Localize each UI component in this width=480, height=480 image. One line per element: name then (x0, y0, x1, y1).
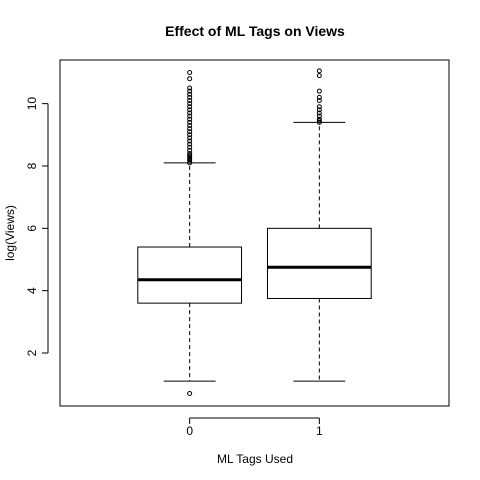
box-group-0 (137, 69, 243, 397)
outlier-point (187, 141, 193, 147)
outlier-point (316, 88, 322, 94)
outlier-point (187, 157, 193, 163)
iqr-box (266, 227, 372, 299)
outlier-point (316, 98, 322, 104)
outlier-point (187, 144, 193, 150)
outlier-point (316, 118, 322, 124)
outlier-point (187, 85, 193, 91)
outlier-point (187, 138, 193, 144)
outlier-point (316, 113, 322, 119)
outlier-point (187, 154, 193, 160)
outlier-point (187, 135, 193, 141)
outlier-point (187, 391, 193, 397)
outlier-point (316, 73, 322, 79)
outlier-point (187, 132, 193, 138)
outlier-point (187, 158, 193, 164)
outlier-point (316, 116, 322, 122)
outlier-point (187, 101, 193, 107)
y-tick-label: 6 (25, 225, 39, 232)
iqr-box (137, 246, 243, 304)
outlier-point (187, 110, 193, 116)
outlier-point (187, 104, 193, 110)
outlier-point (187, 155, 193, 161)
outlier-point (187, 126, 193, 132)
y-tick-label: 8 (25, 162, 39, 169)
outlier-point (187, 152, 193, 158)
plot-frame (59, 59, 450, 407)
outlier-point (316, 68, 322, 74)
y-tick-label: 4 (25, 287, 39, 294)
outlier-point (187, 160, 193, 166)
outlier-point (187, 122, 193, 128)
outlier-point (316, 104, 322, 110)
outlier-point (316, 107, 322, 113)
y-tick-label: 10 (25, 97, 39, 111)
outlier-point (187, 113, 193, 119)
y-axis: 2 4 6 8 10 (25, 97, 49, 356)
x-axis-label: ML Tags Used (217, 452, 293, 466)
outlier-point (187, 94, 193, 100)
outlier-point (187, 107, 193, 113)
outlier-point (187, 69, 193, 75)
y-axis-label: log(Views) (3, 205, 17, 261)
chart-title: Effect of ML Tags on Views (165, 23, 345, 39)
outlier-point (187, 91, 193, 97)
outlier-point (187, 98, 193, 104)
outlier-point (187, 76, 193, 82)
outlier-point (187, 119, 193, 125)
outlier-point (187, 116, 193, 122)
x-tick-label: 1 (316, 424, 323, 438)
outlier-point (316, 110, 322, 116)
outlier-point (187, 88, 193, 94)
outlier-point (187, 151, 193, 157)
outlier-point (316, 119, 322, 125)
y-tick-label: 2 (25, 349, 39, 356)
boxes (137, 68, 372, 397)
outlier-point (187, 147, 193, 153)
outlier-point (316, 94, 322, 100)
box-group-1 (266, 68, 372, 382)
x-tick-label: 0 (186, 424, 193, 438)
outlier-point (187, 129, 193, 135)
